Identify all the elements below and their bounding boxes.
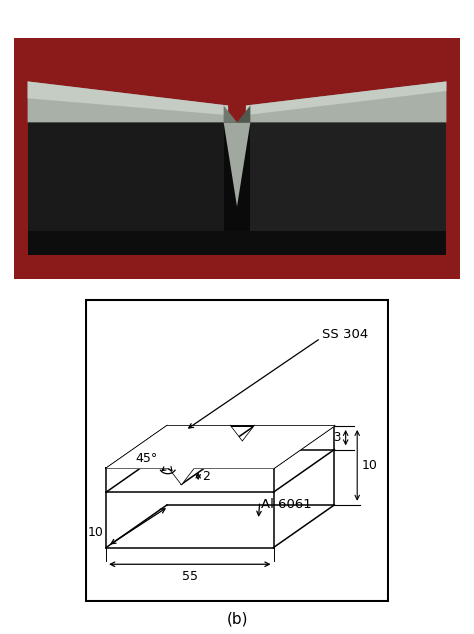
Polygon shape	[246, 81, 447, 115]
Text: 55: 55	[182, 570, 198, 583]
Polygon shape	[246, 81, 447, 122]
Text: Al 6061: Al 6061	[261, 498, 312, 512]
Bar	[27, 231, 447, 255]
Polygon shape	[106, 469, 273, 548]
Polygon shape	[224, 122, 250, 236]
Polygon shape	[224, 105, 237, 122]
Text: 3: 3	[333, 431, 340, 444]
Polygon shape	[106, 426, 334, 469]
Text: 2: 2	[202, 470, 210, 483]
Text: 45°: 45°	[136, 452, 157, 465]
Text: 10: 10	[88, 526, 103, 539]
Text: SS 304: SS 304	[322, 328, 368, 341]
Polygon shape	[246, 122, 447, 236]
Polygon shape	[224, 122, 250, 207]
Polygon shape	[273, 426, 334, 548]
Polygon shape	[27, 122, 228, 236]
Polygon shape	[27, 81, 228, 122]
Text: (b): (b)	[226, 611, 248, 626]
Text: (a): (a)	[227, 298, 247, 313]
Polygon shape	[27, 81, 228, 115]
Polygon shape	[237, 105, 250, 122]
Polygon shape	[106, 426, 334, 484]
Text: 10: 10	[362, 459, 378, 472]
